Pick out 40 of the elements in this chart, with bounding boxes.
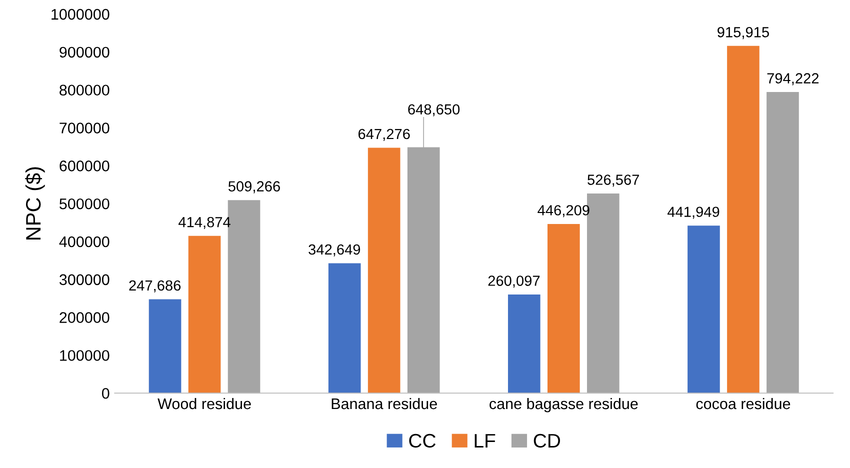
y-tick-label: 700000 — [60, 122, 110, 134]
legend-label: LF — [474, 434, 496, 448]
y-tick-label: 300000 — [59, 274, 110, 286]
x-tick-label: Wood residue — [158, 398, 251, 410]
data-label: 342,649 — [308, 244, 360, 256]
bar — [547, 224, 580, 394]
data-label: 414,874 — [178, 216, 230, 230]
x-tick-label: cocoa residue — [696, 398, 790, 410]
bar — [766, 92, 799, 394]
data-label: 446,209 — [538, 205, 590, 218]
y-tick-label: 200000 — [60, 312, 110, 323]
bar — [328, 263, 361, 394]
data-label: 247,686 — [129, 280, 181, 292]
y-tick-label: 900000 — [60, 46, 110, 58]
data-label: 648,650 — [408, 104, 460, 116]
bar — [188, 236, 221, 394]
data-label: 441,949 — [668, 206, 720, 219]
data-label: 647,276 — [358, 128, 410, 141]
bar — [148, 299, 182, 394]
bar — [727, 46, 760, 394]
legend-label: CD — [534, 434, 560, 448]
data-label: 794,222 — [767, 73, 819, 86]
y-tick-label: 400000 — [59, 236, 110, 248]
x-tick-label: Banana residue — [332, 398, 437, 410]
bar — [368, 148, 400, 394]
y-axis-title: NPC ($) — [25, 167, 45, 240]
y-tick-label: 0 — [102, 388, 110, 399]
data-label: 509,266 — [228, 181, 280, 194]
y-tick-label: 800000 — [60, 84, 110, 96]
bar — [688, 226, 720, 394]
legend-label: CC — [409, 434, 436, 448]
y-tick-label: 100000 — [60, 350, 110, 361]
data-label: 260,097 — [488, 276, 540, 288]
y-tick-label: 600000 — [60, 160, 110, 172]
y-tick-label: 1000000 — [52, 8, 110, 20]
data-label: 526,567 — [588, 174, 639, 187]
x-tick-label: cane bagasse residue — [490, 398, 638, 412]
y-tick-label: 500000 — [60, 198, 110, 210]
bar — [508, 294, 540, 394]
data-label: 915,915 — [718, 27, 769, 40]
